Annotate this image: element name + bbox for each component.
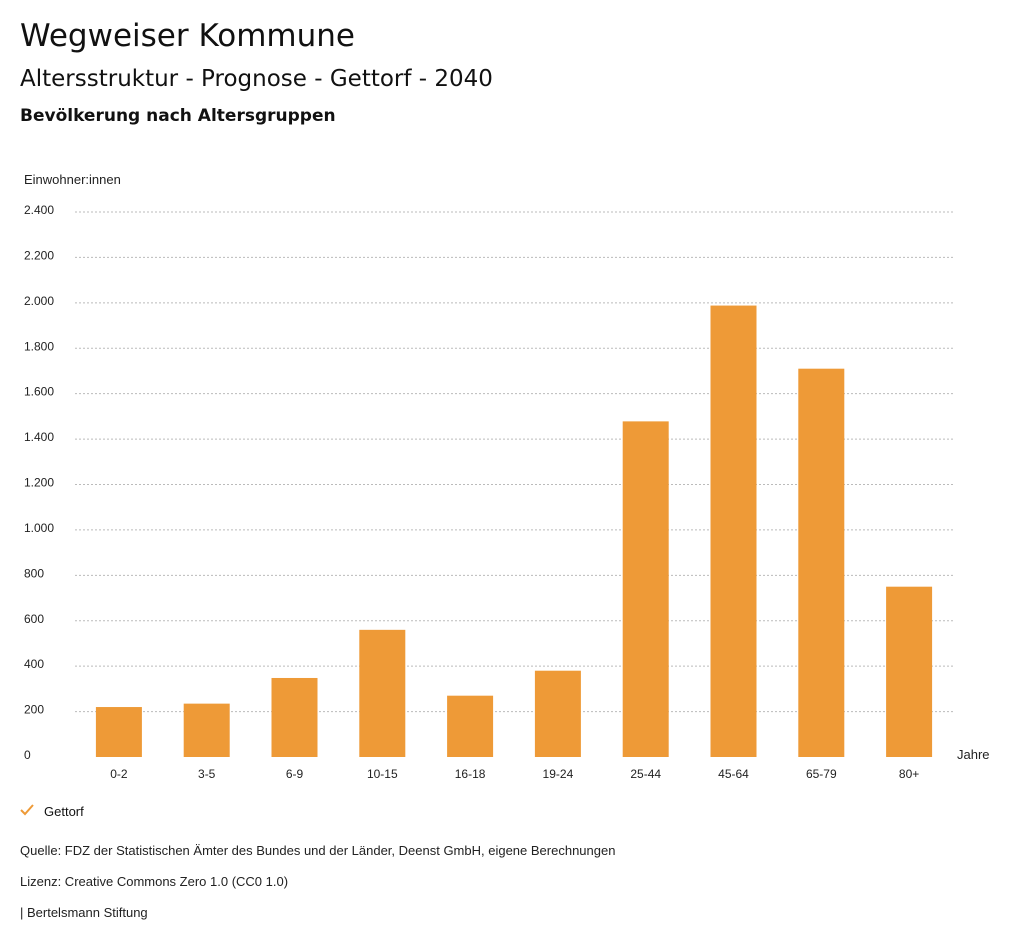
bar-80+[interactable] <box>886 586 933 757</box>
y-tick-label: 2.200 <box>24 248 54 262</box>
y-axis-label: Einwohner:innen <box>24 172 121 187</box>
x-tick-label: 65-79 <box>806 767 837 781</box>
legend-item-gettorf[interactable]: Gettorf <box>20 801 84 823</box>
x-tick-label: 10-15 <box>367 767 398 781</box>
y-tick-label: 2.400 <box>24 203 54 217</box>
x-axis-label: Jahre <box>957 747 990 762</box>
y-tick-label: 1.800 <box>24 339 54 353</box>
publisher-note: | Bertelsmann Stiftung <box>20 905 148 920</box>
page-title: Wegweiser Kommune <box>20 18 355 54</box>
chart-subtitle: Altersstruktur - Prognose - Gettorf - 20… <box>20 66 493 92</box>
bar-65-79[interactable] <box>798 368 845 757</box>
legend-label: Gettorf <box>44 804 84 819</box>
y-tick-label: 2.000 <box>24 294 54 308</box>
y-tick-label: 800 <box>24 566 44 580</box>
x-tick-label: 19-24 <box>543 767 574 781</box>
y-tick-label: 1.200 <box>24 476 54 490</box>
bar-0-2[interactable] <box>95 707 142 757</box>
bar-25-44[interactable] <box>622 421 669 757</box>
y-tick-label: 0 <box>24 748 31 762</box>
bar-45-64[interactable] <box>710 305 757 757</box>
bar-19-24[interactable] <box>534 670 581 757</box>
bar-3-5[interactable] <box>183 703 230 757</box>
x-tick-label: 6-9 <box>286 767 304 781</box>
x-tick-label: 45-64 <box>718 767 749 781</box>
x-tick-label: 16-18 <box>455 767 486 781</box>
license-note: Lizenz: Creative Commons Zero 1.0 (CC0 1… <box>20 874 289 889</box>
y-tick-label: 200 <box>24 703 44 717</box>
y-tick-label: 1.400 <box>24 430 54 444</box>
y-tick-label: 600 <box>24 612 44 626</box>
check-icon <box>20 801 38 823</box>
bar-10-15[interactable] <box>359 629 406 757</box>
y-tick-label: 1.600 <box>24 385 54 399</box>
bar-16-18[interactable] <box>447 695 494 757</box>
y-tick-label: 400 <box>24 657 44 671</box>
x-tick-label: 80+ <box>899 767 919 781</box>
y-tick-label: 1.000 <box>24 521 54 535</box>
source-note: Quelle: FDZ der Statistischen Ämter des … <box>20 843 616 858</box>
x-tick-label: 0-2 <box>110 767 128 781</box>
bar-6-9[interactable] <box>271 677 318 757</box>
x-tick-label: 25-44 <box>630 767 661 781</box>
x-tick-label: 3-5 <box>198 767 216 781</box>
bar-chart: Einwohner:innen 0-2 3-5 6-9 10-15 16-18 19-24… <box>24 172 990 781</box>
chart-subsubtitle: Bevölkerung nach Altersgruppen <box>20 106 336 126</box>
